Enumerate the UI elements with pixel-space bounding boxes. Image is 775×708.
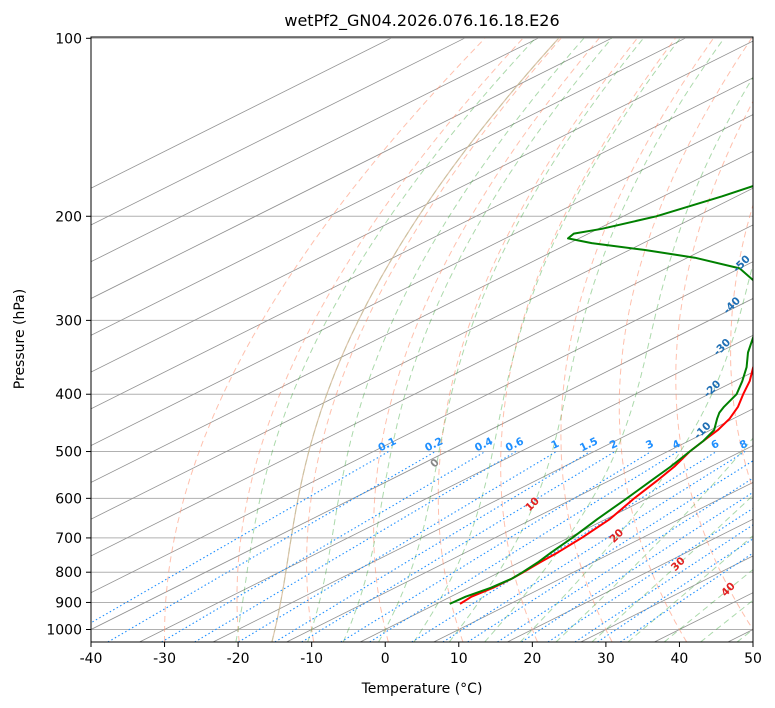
mixing-ratio-line	[238, 451, 557, 642]
isotherm-line	[359, 445, 753, 642]
y-axis-label: Pressure (hPa)	[12, 289, 28, 389]
mixing-ratio-label: 6	[709, 438, 721, 452]
dry-adiabat	[560, 38, 714, 642]
isotherm-line	[286, 408, 753, 642]
isotherm-line	[91, 37, 465, 226]
axis-ticks: -40 -30 -20 -10 0 10 20 30 40 50 100 200 300 400 500 60…	[46, 31, 762, 667]
mixing-ratio-line	[597, 538, 753, 642]
y-tick-label: 500	[55, 445, 82, 461]
mixing-ratio-line	[619, 552, 753, 642]
isotherm-line	[91, 37, 612, 299]
moist-adiabat	[448, 38, 725, 642]
isotherm-line	[91, 40, 753, 373]
x-axis-label: Temperature (°C)	[361, 681, 483, 697]
plot-frame	[90, 36, 754, 643]
isotherm-line	[91, 261, 753, 594]
background-lines	[91, 37, 753, 642]
isotherm-line	[91, 298, 753, 630]
x-tick-label: 10	[450, 651, 468, 667]
x-tick-label: -40	[80, 651, 103, 667]
mixing-ratio-label: 8	[738, 438, 750, 452]
dry-adiabat	[618, 38, 752, 642]
temperature-profile-line	[459, 364, 753, 605]
isotherm-line	[91, 114, 753, 447]
x-tick-label: -30	[153, 651, 176, 667]
dry-adiabat	[236, 37, 524, 642]
isotherm-line	[433, 481, 753, 642]
mixing-ratio-line	[194, 451, 517, 642]
dry-adiabat	[675, 100, 753, 631]
isotherm-line	[507, 518, 753, 642]
y-tick-label: 600	[55, 491, 82, 507]
chart-title: wetPf2_GN04.2026.076.16.18.E26	[284, 11, 559, 31]
reference-curve	[271, 37, 560, 642]
moist-adiabat	[342, 37, 613, 642]
dry-adiabat	[500, 38, 676, 642]
mixing-ratio-line	[301, 451, 616, 642]
moist-adiabat	[484, 76, 753, 642]
y-tick-label: 700	[55, 531, 82, 547]
x-tick-label: -10	[300, 651, 323, 667]
dry-adiabat	[730, 203, 753, 491]
moist-adiabat	[627, 535, 753, 642]
data-lines	[449, 184, 753, 605]
dry-adiabat	[437, 37, 638, 642]
mixing-ratio-line	[442, 451, 746, 642]
dewpoint-profile-line	[449, 184, 753, 605]
isotherm-line	[139, 334, 753, 642]
moist-adiabat	[413, 37, 681, 642]
mixing-ratio-line	[411, 451, 717, 642]
x-tick-label: 0	[381, 651, 390, 667]
y-tick-label: 400	[55, 387, 82, 403]
y-tick-label: 900	[55, 595, 82, 611]
x-tick-label: 30	[597, 651, 615, 667]
mixing-ratio-label: 3	[644, 438, 656, 452]
isotherm-line	[91, 77, 753, 410]
mixing-ratio-line	[467, 460, 753, 642]
isotherm-line	[91, 37, 539, 263]
x-tick-label: 40	[671, 651, 689, 667]
mixing-ratio-line	[274, 451, 591, 642]
dry-adiabat	[373, 37, 600, 642]
moist-adiabat	[378, 37, 644, 642]
isotherm-line	[91, 37, 686, 336]
x-tick-label: 50	[744, 651, 762, 667]
mixing-ratio-line	[369, 451, 678, 642]
moist-adiabat	[519, 262, 753, 642]
isotherm-line	[91, 37, 391, 189]
x-tick-label: -20	[227, 651, 250, 667]
mixing-ratio-line	[161, 451, 486, 642]
isotherm-line	[91, 187, 753, 520]
dry-adiabat	[164, 37, 486, 642]
y-tick-label: 100	[55, 31, 82, 47]
x-tick-label: 20	[523, 651, 541, 667]
y-tick-label: 800	[55, 565, 82, 581]
isotherm-line	[91, 224, 753, 557]
y-tick-label: 1000	[46, 623, 82, 639]
moist-adiabat	[235, 37, 536, 642]
mixing-ratio-line	[340, 451, 652, 642]
isotherm-line	[91, 150, 753, 483]
moist-adiabat	[307, 37, 585, 642]
y-tick-label: 200	[55, 209, 82, 225]
mixing-ratio-label: 2	[608, 438, 620, 452]
mixing-ratio-label: 4	[671, 438, 683, 452]
y-tick-label: 300	[55, 313, 82, 329]
mixing-ratio-line	[107, 451, 436, 642]
mixing-ratio-label: 1	[549, 438, 561, 452]
mixing-ratio-line	[497, 477, 753, 642]
moist-adiabat	[555, 437, 753, 642]
isotherm-line	[212, 371, 753, 642]
